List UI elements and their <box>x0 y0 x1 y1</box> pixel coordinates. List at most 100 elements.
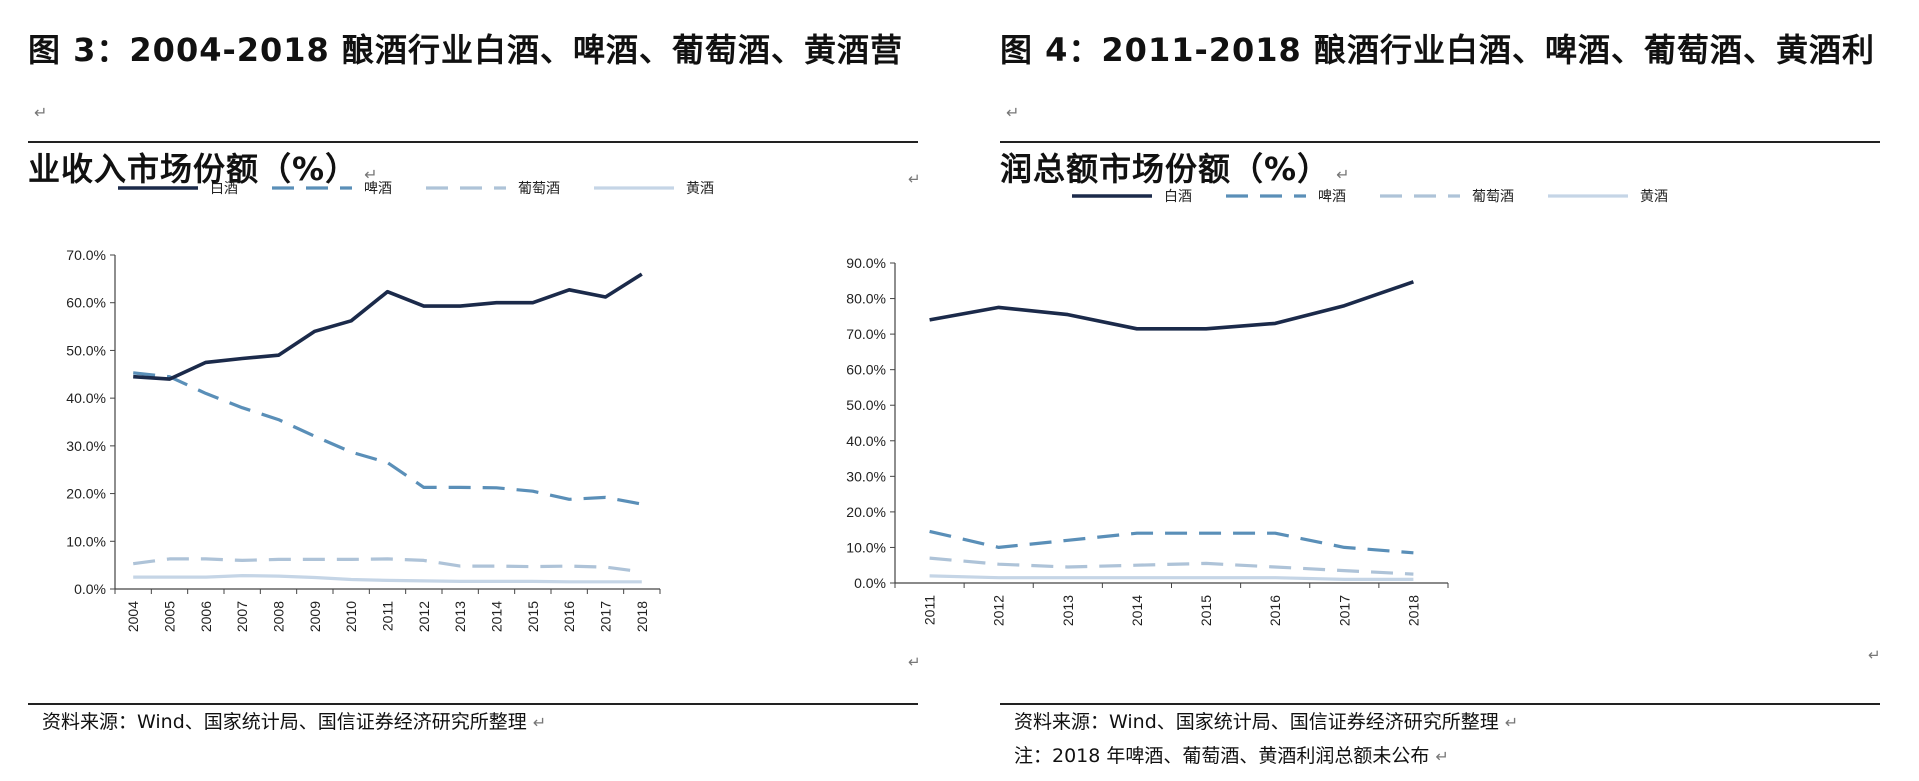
y-tick-label: 70.0% <box>66 247 106 263</box>
figure-3-title: 图 3：2004-2018 酿酒行业白酒、啤酒、葡萄酒、黄酒营 ↵ 业收入市场份额… <box>28 22 918 203</box>
figure-4-note: 注：2018 年啤酒、葡萄酒、黄酒利润总额未公布 ↵ <box>1014 745 1449 767</box>
y-tick-label: 30.0% <box>846 468 886 484</box>
paragraph-mark-icon: ↵ <box>908 653 921 671</box>
series-line-0 <box>133 272 643 381</box>
x-tick-label: 2010 <box>343 601 359 632</box>
figure-4-legend: 白酒 啤酒 葡萄酒 黄酒 <box>1072 186 1702 206</box>
figure-3-title-line2: 业收入市场份额（%） <box>28 150 359 188</box>
figure-3-top-rule <box>28 141 918 143</box>
legend-item: 黄酒 <box>1548 186 1668 206</box>
x-tick-label: 2008 <box>271 601 287 632</box>
x-tick-label: 2013 <box>452 601 468 632</box>
x-tick-label: 2017 <box>598 601 614 632</box>
series-line-3 <box>133 573 642 584</box>
y-tick-label: 60.0% <box>846 362 886 378</box>
paragraph-mark-icon: ↵ <box>364 165 379 184</box>
paragraph-mark-icon: ↵ <box>908 170 921 188</box>
y-tick-label: 50.0% <box>846 397 886 413</box>
y-tick-label: 60.0% <box>66 295 106 311</box>
legend-label: 黄酒 <box>686 181 714 197</box>
x-tick-label: 2006 <box>198 601 214 632</box>
legend-swatch <box>594 186 674 190</box>
figure-3-bottom-rule <box>28 703 918 705</box>
y-tick-label: 0.0% <box>854 575 886 591</box>
y-tick-label: 40.0% <box>66 390 106 406</box>
legend-label: 黄酒 <box>1640 189 1668 205</box>
legend-item: 葡萄酒 <box>1380 186 1514 206</box>
x-tick-label: 2015 <box>525 601 541 632</box>
legend-swatch <box>1072 194 1152 198</box>
legend-label: 白酒 <box>1164 189 1192 205</box>
y-tick-label: 40.0% <box>846 433 886 449</box>
y-tick-label: 90.0% <box>846 255 886 271</box>
legend-item: 黄酒 <box>594 178 714 198</box>
series-line-1 <box>133 371 643 506</box>
x-tick-label: 2017 <box>1336 595 1352 626</box>
x-tick-label: 2018 <box>1405 595 1421 626</box>
legend-item: 白酒 <box>1072 186 1192 206</box>
legend-item: 啤酒 <box>1226 186 1346 206</box>
x-tick-label: 2012 <box>991 595 1007 626</box>
figure-3-source: 资料来源：Wind、国家统计局、国信证券经济研究所整理 ↵ <box>42 711 547 733</box>
y-tick-label: 20.0% <box>846 504 886 520</box>
x-tick-label: 2018 <box>634 601 650 632</box>
x-tick-label: 2013 <box>1060 595 1076 626</box>
x-tick-label: 2011 <box>922 595 938 625</box>
legend-label: 白酒 <box>210 181 238 197</box>
x-tick-label: 2016 <box>561 601 577 632</box>
series-line-2 <box>132 557 643 574</box>
paragraph-mark-icon: ↵ <box>1006 103 1021 122</box>
legend-item: 葡萄酒 <box>426 178 560 198</box>
y-tick-label: 0.0% <box>74 581 106 597</box>
legend-swatch <box>272 186 352 190</box>
legend-label: 啤酒 <box>364 181 392 197</box>
figure-4-title-line2: 润总额市场份额（%） <box>1000 150 1331 188</box>
x-tick-label: 2014 <box>1129 595 1145 626</box>
figure-3-panel: 图 3：2004-2018 酿酒行业白酒、啤酒、葡萄酒、黄酒营 ↵ 业收入市场份额… <box>28 0 921 781</box>
figure-3-chart: 0.0% 10.0% 20.0% 30.0% 40.0% 50.0% 60.0% 70.0% 2… <box>66 247 661 632</box>
legend-label: 葡萄酒 <box>518 181 560 197</box>
paragraph-mark-icon: ↵ <box>1868 646 1881 664</box>
figure-3-legend: 白酒 啤酒 葡萄酒 黄酒 <box>118 178 748 198</box>
y-tick-label: 10.0% <box>66 533 106 549</box>
x-tick-label: 2014 <box>489 601 505 632</box>
figure-3-title-line1: 图 3：2004-2018 酿酒行业白酒、啤酒、葡萄酒、黄酒营 <box>28 31 903 69</box>
x-tick-label: 2004 <box>125 601 141 632</box>
figure-4-panel: 图 4：2011-2018 酿酒行业白酒、啤酒、葡萄酒、黄酒利 ↵ 润总额市场份额… <box>846 0 1881 781</box>
legend-item: 啤酒 <box>272 178 392 198</box>
x-tick-label: 2007 <box>234 601 250 632</box>
series-line-3 <box>929 574 1414 582</box>
y-tick-label: 30.0% <box>66 438 106 454</box>
figure-4-source: 资料来源：Wind、国家统计局、国信证券经济研究所整理 ↵ <box>1014 711 1519 733</box>
x-tick-label: 2005 <box>162 601 178 632</box>
legend-label: 啤酒 <box>1318 189 1346 205</box>
y-tick-label: 80.0% <box>846 291 886 307</box>
legend-swatch <box>1226 194 1306 198</box>
legend-swatch <box>1548 194 1628 198</box>
x-tick-label: 2016 <box>1267 595 1283 626</box>
x-tick-label: 2015 <box>1198 595 1214 626</box>
legend-label: 葡萄酒 <box>1472 189 1514 205</box>
legend-swatch <box>1380 194 1460 198</box>
figure-4-title: 图 4：2011-2018 酿酒行业白酒、啤酒、葡萄酒、黄酒利 ↵ 润总额市场份额… <box>1000 22 1880 203</box>
paragraph-mark-icon: ↵ <box>1435 747 1449 766</box>
legend-item: 白酒 <box>118 178 238 198</box>
legend-swatch <box>426 186 506 190</box>
paragraph-mark-icon: ↵ <box>532 713 547 732</box>
x-tick-label: 2011 <box>380 601 396 631</box>
figure-4-chart: 0.0% 10.0% 20.0% 30.0% 40.0% 50.0% 60.0% 70.0% 8… <box>846 255 1449 626</box>
y-tick-label: 20.0% <box>66 486 106 502</box>
y-tick-label: 50.0% <box>66 342 106 358</box>
figure-4-bottom-rule <box>1000 703 1880 705</box>
paragraph-mark-icon: ↵ <box>1336 165 1351 184</box>
x-tick-label: 2012 <box>416 601 432 632</box>
series-line-2 <box>929 556 1414 576</box>
figure-4-top-rule <box>1000 141 1880 143</box>
y-tick-label: 10.0% <box>846 539 886 555</box>
figure-4-title-line1: 图 4：2011-2018 酿酒行业白酒、啤酒、葡萄酒、黄酒利 <box>1000 31 1875 69</box>
series-line-0 <box>929 280 1414 331</box>
x-tick-label: 2009 <box>307 601 323 632</box>
legend-swatch <box>118 186 198 190</box>
paragraph-mark-icon: ↵ <box>1504 713 1519 732</box>
paragraph-mark-icon: ↵ <box>34 103 49 122</box>
